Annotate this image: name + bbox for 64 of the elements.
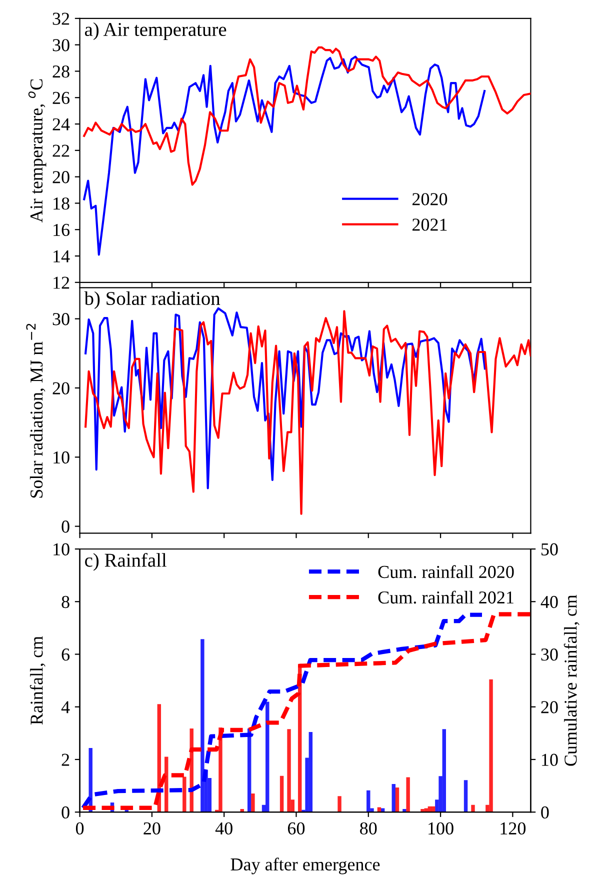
chart-title: c) Rainfall [85, 552, 167, 571]
y-tick-label: 26 [52, 92, 70, 104]
bar [280, 776, 284, 812]
bar [308, 732, 313, 812]
bar [489, 679, 493, 812]
bar [392, 784, 396, 812]
x-tick-label: 40 [215, 822, 232, 835]
y-tick-label: 30 [52, 313, 70, 326]
line-series [84, 307, 486, 490]
y-tick-label: 16 [54, 224, 70, 236]
y-tick-label: 28 [52, 65, 70, 78]
y-tick-label: 32 [52, 12, 70, 25]
x-tick-label: 0 [76, 822, 84, 835]
bar [406, 777, 410, 812]
y-tick-label: 20 [52, 382, 70, 394]
y-tick-label: 4 [61, 701, 70, 714]
y2-tick-label: 40 [540, 596, 558, 608]
bar [464, 780, 468, 812]
bar [251, 794, 255, 812]
legend-label: Cum. rainfall 2020 [378, 565, 514, 578]
y2-tick-label: 10 [542, 754, 558, 766]
line-series [83, 46, 531, 186]
y-axis-title: Rainfall, cm [30, 636, 46, 725]
line-series [84, 310, 531, 515]
line-series [83, 56, 486, 256]
y2-tick-label: 50 [541, 543, 558, 556]
legend-label: Cum. rainfall 2021 [378, 590, 514, 604]
y-axis-title: Air temperature, $^{o}$C [28, 79, 46, 222]
y-tick-label: 0 [62, 806, 70, 819]
y2-tick-label: 20 [541, 701, 558, 714]
y2-axis-title: Cumulative rainfall, cm [564, 594, 580, 766]
legend-label: 2020 [412, 193, 448, 206]
bar [377, 807, 382, 812]
y-tick-label: 24 [52, 118, 70, 130]
bar [471, 804, 475, 812]
y-tick-label: 2 [62, 754, 70, 766]
y2-tick-label: 0 [541, 806, 549, 819]
y2-tick-label: 30 [541, 648, 558, 661]
x-tick-label: 120 [500, 822, 526, 835]
y-tick-label: 22 [52, 144, 70, 157]
y-axis-title: Solar radiation, MJ m$^{−2}$ [26, 324, 46, 498]
y-tick-label: 20 [52, 171, 70, 184]
legend-label: 2021 [412, 218, 447, 231]
x-tick-label: 20 [144, 822, 160, 835]
y-tick-label: 10 [54, 543, 70, 556]
bar [287, 729, 291, 812]
y-tick-label: 8 [62, 596, 70, 608]
y-tick-label: 30 [52, 39, 70, 52]
y-tick-label: 14 [54, 250, 70, 262]
y-tick-label: 0 [62, 520, 70, 533]
x-axis-title: Day after emergence [230, 858, 380, 874]
y-tick-label: 18 [54, 197, 70, 210]
bar [338, 796, 342, 812]
x-tick-label: 60 [288, 822, 305, 835]
bar [366, 790, 370, 812]
bar [442, 729, 446, 812]
chart-title: a) Air temperature [84, 22, 226, 40]
chart-title: b) Solar radiation [84, 291, 220, 309]
y-tick-label: 12 [54, 276, 70, 289]
y-tick-label: 10 [54, 451, 70, 464]
y-tick-label: 6 [62, 648, 70, 661]
bar [395, 787, 400, 812]
x-tick-label: 80 [360, 822, 377, 835]
x-tick-label: 100 [428, 822, 454, 835]
